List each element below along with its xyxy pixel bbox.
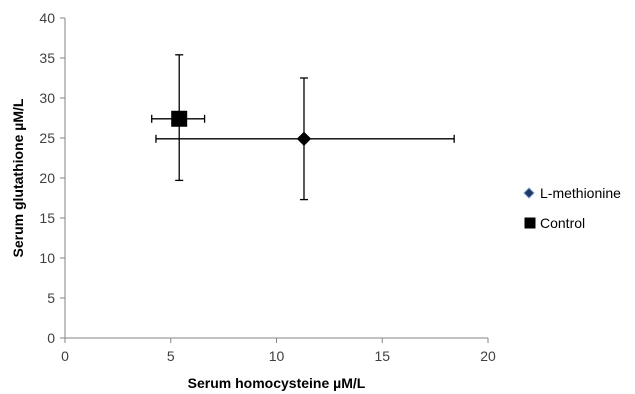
legend-item-l-methionine: L-methionine <box>523 185 621 201</box>
x-tick-label: 5 <box>167 348 175 364</box>
x-tick-label: 0 <box>61 348 69 364</box>
legend-marker-control <box>524 217 536 229</box>
y-tick-label: 35 <box>39 50 55 66</box>
y-tick-label: 25 <box>39 130 55 146</box>
data-point-diamond <box>296 131 312 147</box>
legend-marker-l-methionine <box>523 187 535 199</box>
y-tick-label: 0 <box>47 330 55 346</box>
legend-item-control: Control <box>524 215 585 231</box>
x-tick-label: 15 <box>374 348 390 364</box>
x-tick-label: 10 <box>269 348 285 364</box>
y-tick-label: 40 <box>39 10 55 26</box>
data-point-square <box>171 110 188 127</box>
x-tick-label: 20 <box>480 348 496 364</box>
legend: L-methionine Control <box>523 185 621 231</box>
error-bars <box>151 54 455 201</box>
data-markers <box>171 110 312 147</box>
y-tick-label: 5 <box>47 290 55 306</box>
ticks: 0 5 10 15 20 25 30 35 40 0 5 10 15 20 <box>39 10 496 364</box>
axes <box>64 18 488 339</box>
x-axis-title: Serum homocysteine µM/L <box>188 375 366 391</box>
legend-label-l-methionine: L-methionine <box>540 185 621 201</box>
y-tick-label: 15 <box>39 210 55 226</box>
y-tick-label: 30 <box>39 90 55 106</box>
y-tick-label: 20 <box>39 170 55 186</box>
y-tick-label: 10 <box>39 250 55 266</box>
legend-label-control: Control <box>540 215 585 231</box>
y-axis-title: Serum glutathione µM/L <box>10 98 26 257</box>
